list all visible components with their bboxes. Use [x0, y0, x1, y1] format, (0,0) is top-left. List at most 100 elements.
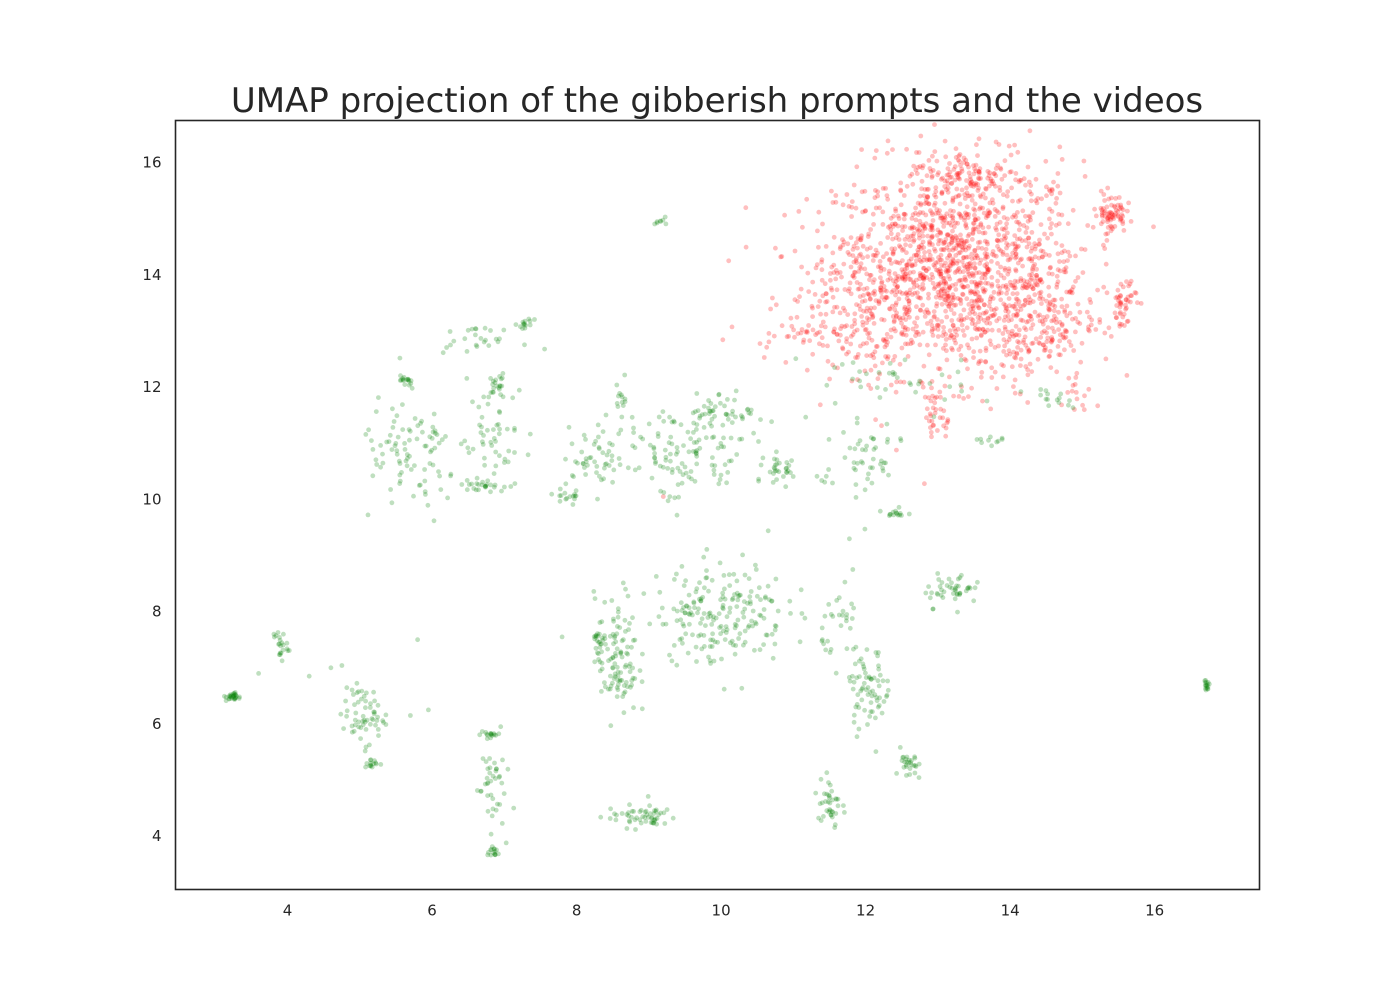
scatter-point: [973, 162, 979, 168]
scatter-point: [932, 264, 938, 269]
scatter-point: [848, 341, 854, 347]
scatter-point: [944, 583, 950, 588]
scatter-point: [898, 180, 904, 186]
scatter-point: [512, 481, 518, 486]
scatter-point: [1110, 214, 1116, 220]
scatter-point: [1016, 199, 1021, 204]
scatter-point: [911, 279, 916, 285]
scatter-point: [990, 313, 995, 318]
scatter-point: [892, 354, 898, 359]
scatter-point: [585, 462, 590, 468]
scatter-point: [929, 234, 935, 240]
scatter-point: [1025, 367, 1030, 373]
scatter-point: [1018, 177, 1024, 183]
scatter-point: [412, 416, 418, 421]
scatter-point: [868, 676, 874, 682]
scatter-point: [916, 232, 922, 238]
scatter-point: [779, 323, 785, 329]
scatter-point: [672, 419, 677, 425]
scatter-point: [877, 205, 882, 211]
scatter-point: [945, 293, 950, 299]
scatter-point: [969, 298, 975, 304]
scatter-point: [929, 385, 934, 391]
scatter-point: [624, 812, 630, 817]
scatter-point: [858, 384, 864, 390]
scatter-point: [851, 460, 857, 465]
scatter-point: [1039, 196, 1044, 202]
scatter-point: [857, 286, 862, 292]
scatter-point: [618, 649, 624, 655]
scatter-point: [926, 158, 932, 163]
scatter-point: [703, 623, 708, 628]
scatter-point: [1019, 256, 1024, 262]
scatter-point: [938, 268, 944, 274]
scatter-point: [972, 247, 978, 253]
scatter-point: [968, 181, 973, 187]
scatter-point: [629, 644, 634, 650]
scatter-point: [1001, 215, 1007, 220]
scatter-point: [911, 763, 917, 769]
scatter-point: [654, 219, 660, 225]
scatter-point: [771, 465, 777, 470]
scatter-point: [615, 614, 621, 620]
scatter-point: [938, 293, 944, 299]
scatter-point: [1052, 313, 1057, 319]
scatter-point: [753, 621, 759, 627]
scatter-point: [842, 579, 848, 585]
scatter-point: [921, 363, 927, 369]
scatter-point: [829, 809, 835, 814]
scatter-point: [1059, 321, 1065, 327]
scatter-point: [631, 705, 636, 711]
scatter-point: [493, 377, 499, 383]
scatter-point: [975, 315, 981, 320]
scatter-point: [612, 811, 617, 817]
scatter-point: [854, 164, 860, 170]
scatter-point: [619, 811, 625, 816]
scatter-point: [1047, 348, 1053, 354]
scatter-point: [894, 771, 899, 776]
scatter-point: [764, 344, 770, 350]
scatter-point: [1087, 297, 1093, 302]
scatter-point: [870, 352, 876, 357]
scatter-point: [1072, 407, 1077, 412]
scatter-point: [661, 810, 667, 816]
scatter-point: [622, 664, 628, 670]
scatter-point: [945, 269, 951, 274]
scatter-point: [1064, 329, 1070, 334]
scatter-point: [1040, 249, 1046, 254]
scatter-point: [849, 616, 855, 621]
scatter-point: [937, 229, 942, 235]
scatter-point: [771, 333, 777, 339]
scatter-point: [964, 204, 970, 210]
scatter-point: [738, 592, 743, 598]
scatter-point: [865, 692, 871, 697]
scatter-point: [821, 814, 826, 819]
scatter-point: [799, 327, 805, 332]
scatter-point: [1003, 235, 1009, 241]
scatter-point: [582, 465, 587, 470]
scatter-point: [820, 637, 825, 643]
scatter-point: [983, 186, 989, 192]
scatter-point: [690, 449, 696, 454]
scatter-point: [725, 412, 731, 418]
scatter-point: [831, 270, 837, 275]
scatter-point: [1056, 212, 1061, 217]
scatter-point: [971, 184, 976, 189]
scatter-point: [819, 267, 825, 273]
scatter-point: [1098, 205, 1104, 211]
scatter-point: [891, 213, 896, 219]
scatter-point: [487, 770, 493, 776]
scatter-point: [758, 462, 764, 468]
scatter-point: [878, 461, 883, 467]
scatter-point: [898, 244, 903, 250]
scatter-point: [938, 213, 943, 219]
scatter-point: [429, 447, 435, 453]
scatter-point: [983, 195, 988, 201]
scatter-point: [771, 471, 776, 476]
scatter-point: [583, 459, 589, 464]
scatter-point: [1023, 230, 1029, 235]
scatter-point: [918, 308, 923, 313]
scatter-point: [344, 685, 350, 691]
scatter-point: [973, 217, 979, 223]
scatter-point: [941, 241, 946, 247]
